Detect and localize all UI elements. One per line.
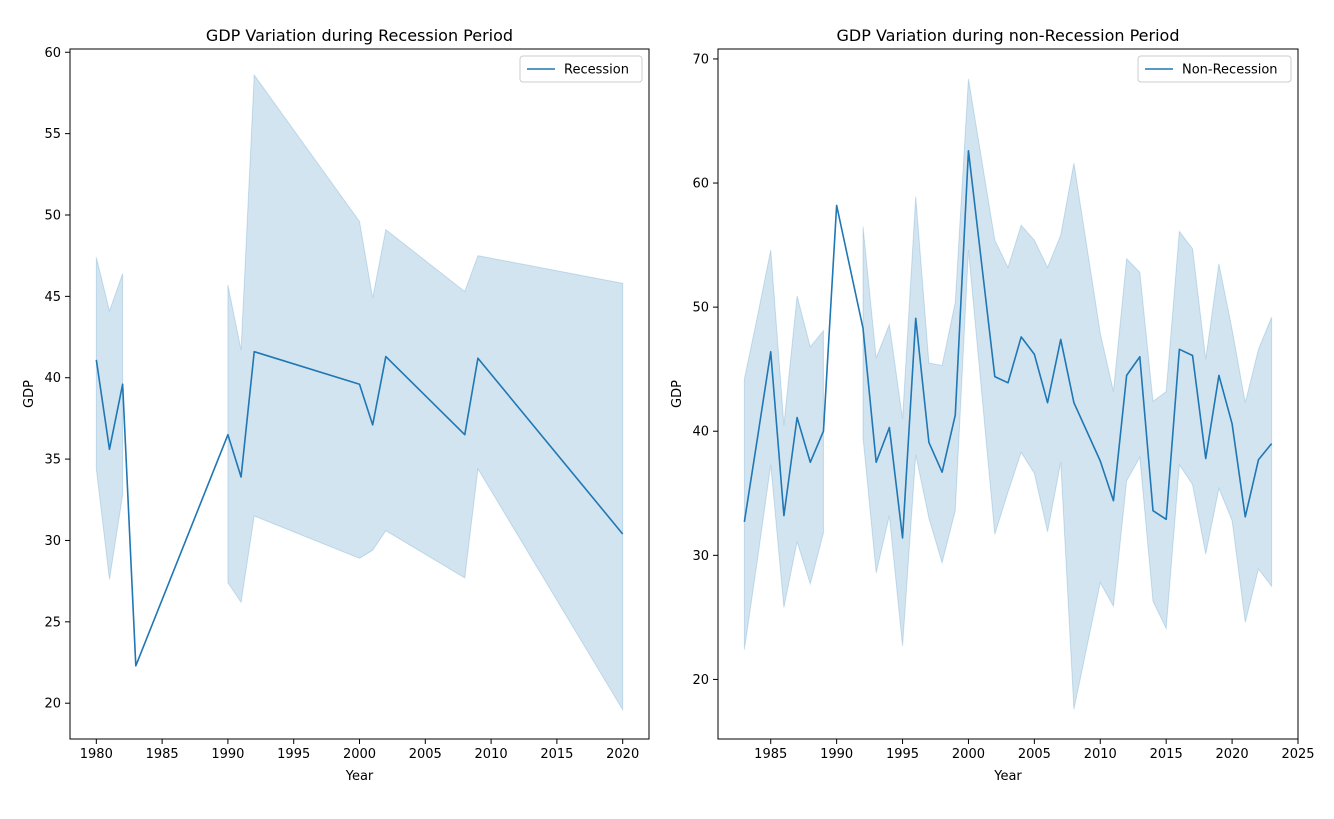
x-tick-label: 2015 <box>1150 747 1183 762</box>
y-axis-label: GDP <box>22 380 37 408</box>
y-tick-label: 70 <box>692 52 709 67</box>
chart-title: GDP Variation during Recession Period <box>206 26 513 45</box>
y-tick-label: 45 <box>44 290 61 305</box>
y-tick-label: 50 <box>44 208 61 223</box>
confidence-band-0-0-1 <box>227 73 624 712</box>
legend-box <box>519 55 643 83</box>
x-axis-label: Year <box>993 769 1022 784</box>
x-tick-label: 2000 <box>952 747 985 762</box>
legend: Recession <box>519 55 643 83</box>
x-tick-label: 2000 <box>343 747 376 762</box>
y-tick-label: 30 <box>692 549 709 564</box>
series-line-1-0 <box>743 149 1273 539</box>
x-tick-label: 2020 <box>606 747 639 762</box>
y-tick-label: 40 <box>44 371 61 386</box>
x-tick-label: 1990 <box>820 747 853 762</box>
y-tick-label: 20 <box>692 673 709 688</box>
y-tick-label: 35 <box>44 453 61 468</box>
y-tick-label: 60 <box>692 177 709 192</box>
y-axis-label: GDP <box>670 380 685 408</box>
confidence-band-1-0-0 <box>743 249 824 650</box>
y-tick-label: 50 <box>692 301 709 316</box>
x-tick-label: 2010 <box>1084 747 1117 762</box>
legend: Non-Recession <box>1137 55 1292 83</box>
legend-label: Non-Recession <box>1182 63 1278 78</box>
x-axis-label: Year <box>345 769 374 784</box>
axes-frame <box>717 48 1299 740</box>
x-tick-label: 2015 <box>540 747 573 762</box>
x-tick-label: 1985 <box>146 747 179 762</box>
y-tick-label: 30 <box>44 534 61 549</box>
y-tick-label: 25 <box>44 615 61 630</box>
x-tick-label: 1995 <box>886 747 919 762</box>
y-tick-label: 55 <box>44 127 61 142</box>
x-tick-label: 1995 <box>277 747 310 762</box>
x-tick-label: 2025 <box>1281 747 1314 762</box>
confidence-band-0-0-0 <box>95 257 124 580</box>
y-tick-label: 40 <box>692 425 709 440</box>
x-tick-label: 1990 <box>211 747 244 762</box>
recession-chart: 1980 1985 1990 1995 2000 2005 2010 2015 20202025… <box>22 26 650 784</box>
chart-title: GDP Variation during non-Recession Perio… <box>837 26 1180 45</box>
x-tick-label: 2020 <box>1216 747 1249 762</box>
x-tick-label: 1985 <box>754 747 787 762</box>
legend-label: Recession <box>564 63 629 78</box>
series-line-0-0 <box>95 350 624 667</box>
x-tick-label: 1980 <box>80 747 113 762</box>
y-tick-label: 20 <box>44 697 61 712</box>
x-tick-label: 2010 <box>475 747 508 762</box>
y-tick-label: 60 <box>44 46 61 61</box>
x-tick-label: 2005 <box>409 747 442 762</box>
non-recession-chart: 1985 1990 1995 2000 2005 2010 2015 2020 20252030… <box>670 26 1315 784</box>
confidence-band-1-0-1 <box>862 78 1273 710</box>
x-tick-label: 2005 <box>1018 747 1051 762</box>
legend-box <box>1137 55 1292 83</box>
